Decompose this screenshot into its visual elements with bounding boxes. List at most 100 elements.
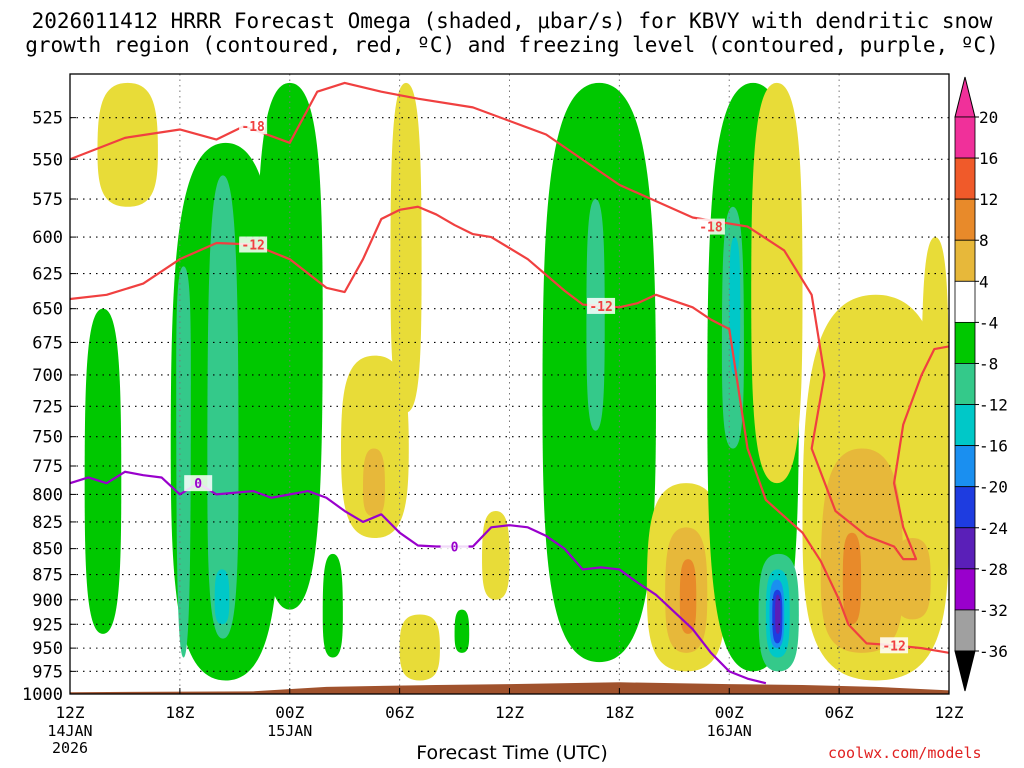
omega-region-neg8-14	[586, 199, 605, 431]
y-tick-label-800: 800	[32, 485, 63, 505]
colorbar: 20 16 12 8 4 -4 -8 -12 -16 -20 -24 -28 -32 -36	[954, 76, 1008, 692]
x-tick-label-42: 06Z	[825, 703, 854, 722]
y-tick-label-575: 575	[32, 190, 63, 210]
colorbar-cell-neg8	[954, 363, 976, 405]
dgz-minus12-label-bg-0	[239, 236, 268, 253]
x-date-label-36: 16JAN	[707, 722, 752, 740]
omega-region-pos8-8	[363, 448, 385, 517]
x-date-label-12: 15JAN	[267, 722, 312, 740]
dgz-minus18-label-0: -18	[241, 120, 265, 135]
omega-region-neg8-4	[207, 175, 239, 639]
colorbar-tick-label-0: 20	[979, 108, 998, 127]
colorbar-tick-label-6: -8	[979, 354, 998, 373]
omega-region-pos4-0	[97, 82, 158, 207]
dgz-minus18-label-bg-0	[239, 118, 268, 135]
x-axis-title: Forecast Time (UTC)	[416, 742, 608, 764]
colorbar-cell-neg4	[954, 321, 976, 364]
y-tick-label-825: 825	[32, 513, 63, 533]
omega-region-pos12-30	[842, 532, 862, 625]
y-tick-label-750: 750	[32, 428, 63, 448]
colorbar-cell-neg20	[954, 486, 976, 529]
x-tick-label-18: 06Z	[385, 703, 414, 722]
colorbar-cell-pos20	[954, 116, 976, 159]
y-tick-label-975: 975	[32, 662, 63, 682]
omega-region-neg8-3	[176, 266, 191, 658]
colorbar-cell-neg16	[954, 445, 976, 488]
dgz-minus18-label-1: -18	[699, 221, 723, 236]
omega-region-neg12-21	[729, 237, 741, 375]
y-tick-label-550: 550	[32, 150, 63, 170]
y-tick-label-925: 925	[32, 615, 63, 635]
chart-title-line-2: growth region (contoured, red, ºC) and f…	[25, 33, 999, 57]
colorbar-tick-label-11: -28	[979, 560, 1008, 579]
colorbar-tick-label-2: 12	[979, 190, 998, 209]
colorbar-cell-neg24	[954, 527, 976, 570]
omega-region-pos12-18	[679, 559, 697, 634]
y-tick-label-600: 600	[32, 228, 63, 248]
contour-lines: -18 -18 -12 -12 -12 0 0	[70, 81, 949, 685]
colorbar-cell-neg28	[954, 568, 976, 611]
omega-region-pos4-32	[921, 237, 949, 560]
x-tick-label-0: 12Z	[56, 703, 85, 722]
omega-region-pos4-11	[399, 614, 440, 681]
omega-region-neg4-1	[84, 308, 122, 634]
y-tick-label-1000: 1000	[22, 685, 63, 705]
dgz-minus18-label-bg-1	[696, 218, 725, 235]
y-tick-label-700: 700	[32, 366, 63, 386]
dgz-minus12-label-2: -12	[882, 639, 905, 654]
colorbar-cell-neg32	[954, 609, 976, 652]
colorbar-bottom-arrow	[954, 650, 976, 692]
dgz-minus18-line	[70, 81, 949, 561]
colorbar-cell-zero	[954, 280, 976, 323]
omega-region-neg4-12	[454, 609, 470, 653]
colorbar-cell-pos12	[954, 198, 976, 241]
x-year-label-0: 2026	[52, 739, 88, 757]
chart-title-line-1: 2026011412 HRRR Forecast Omega (shaded, …	[31, 9, 993, 33]
freezing-level-0C-label-bg-1	[440, 538, 469, 555]
freezing-level-0C-label-1: 0	[451, 541, 459, 556]
y-tick-label-525: 525	[32, 109, 63, 129]
colorbar-cell-pos8	[954, 239, 976, 282]
y-axis: 525 550 575 600 625 650 675 700 725 750 775 800 825 8…	[22, 109, 76, 705]
colorbar-tick-label-10: -24	[979, 519, 1008, 538]
dgz-minus12-label-0: -12	[241, 239, 264, 254]
colorbar-cell-neg12	[954, 404, 976, 447]
dgz-minus12-line	[70, 205, 949, 654]
omega-region-neg4-10	[322, 553, 343, 658]
x-tick-label-48: 12Z	[935, 703, 964, 722]
x-tick-label-36: 00Z	[715, 703, 744, 722]
colorbar-tick-label-7: -12	[979, 396, 1008, 415]
omega-region-neg12-5	[214, 569, 230, 625]
omega-region-neg4-6	[256, 82, 323, 610]
y-tick-label-775: 775	[32, 457, 63, 477]
omega-region-pos4-27	[751, 82, 803, 484]
freezing-level-0C-label-0: 0	[194, 477, 202, 492]
colorbar-top-arrow	[954, 76, 976, 118]
x-tick-label-6: 18Z	[165, 703, 194, 722]
x-date-label-0: 14JAN	[47, 722, 92, 740]
omega-shading	[84, 82, 949, 681]
freezing-level-0C-line	[70, 470, 767, 685]
y-tick-label-875: 875	[32, 566, 63, 586]
y-tick-label-675: 675	[32, 333, 63, 353]
y-tick-label-900: 900	[32, 591, 63, 611]
x-tick-label-30: 18Z	[605, 703, 634, 722]
colorbar-tick-label-9: -20	[979, 478, 1008, 497]
x-tick-label-12: 00Z	[275, 703, 304, 722]
colorbar-tick-label-12: -32	[979, 601, 1008, 620]
colorbar-tick-label-4: 4	[979, 272, 989, 291]
colorbar-tick-label-5: -4	[979, 313, 998, 332]
y-tick-label-625: 625	[32, 265, 63, 285]
colorbar-tick-label-3: 8	[979, 231, 989, 250]
dgz-minus12-label-bg-1	[587, 297, 616, 314]
omega-region-pos4-15	[482, 511, 510, 600]
y-tick-label-725: 725	[32, 397, 63, 417]
freezing-level-0C-label-bg-0	[184, 475, 213, 492]
dgz-minus12-label-bg-2	[880, 637, 909, 654]
dgz-minus12-label-1: -12	[589, 300, 612, 315]
omega-region-pos4-7	[341, 355, 409, 539]
site-credit: coolwx.com/models	[828, 744, 982, 762]
omega-region-pos8-29	[820, 448, 904, 653]
colorbar-tick-label-13: -36	[979, 642, 1008, 661]
